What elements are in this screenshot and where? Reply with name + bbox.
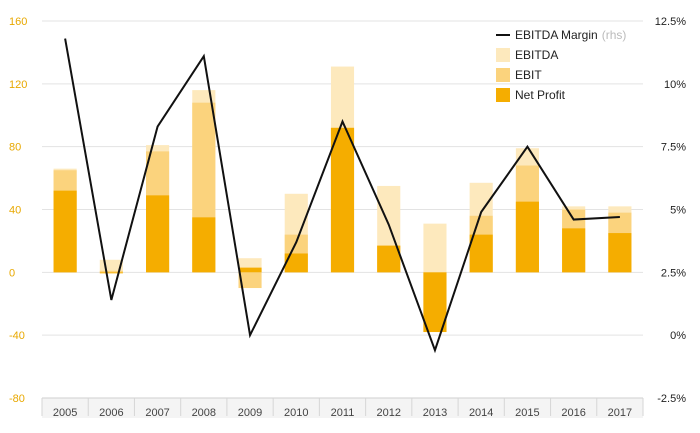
bar-net-profit: [377, 245, 401, 273]
bar-net-profit: [608, 233, 632, 273]
x-tick-label: 2010: [284, 407, 308, 419]
bar-net-profit: [53, 190, 77, 273]
bar-ebit: [238, 272, 262, 289]
y-tick-label: 0: [9, 267, 15, 279]
bar-ebitda: [423, 223, 447, 273]
y-tick-label: 40: [9, 205, 21, 217]
x-tick-label: 2009: [238, 407, 262, 419]
bars: [53, 66, 632, 333]
x-tick-label: 2011: [331, 407, 355, 419]
x-axis-band: [42, 398, 643, 418]
legend-swatch-net-profit: [496, 88, 510, 102]
y2-tick-label: -2.5%: [657, 393, 686, 405]
y2-tick-label: 5%: [670, 205, 686, 217]
bar-net-profit: [146, 195, 170, 273]
bar-net-profit: [284, 253, 308, 273]
legend: EBITDA Margin (rhs) EBITDA EBIT Net Profit: [496, 28, 626, 102]
y-tick-label: 80: [9, 142, 21, 154]
x-axis: 2005 2006 2007 2008 2009 2010 2011 2012 2013 2014…: [41, 397, 644, 419]
legend-suffix: (rhs): [602, 28, 627, 42]
line-ebitda-margin: [64, 38, 620, 354]
y-tick-label: 160: [9, 16, 27, 28]
y-axis-left: 160 120 80 40 0 -40 -80: [9, 16, 27, 405]
x-tick-label: 2012: [376, 407, 400, 419]
legend-swatch-ebit: [496, 68, 510, 82]
y2-tick-label: 2.5%: [661, 267, 686, 279]
margin-line: [64, 38, 620, 354]
bar-net-profit: [238, 267, 262, 273]
x-tick-label: 2005: [53, 407, 77, 419]
y2-tick-label: 0%: [670, 330, 686, 342]
y-tick-label: -40: [9, 330, 25, 342]
x-tick-label: 2007: [145, 407, 169, 419]
legend-label-ebit: EBIT: [515, 68, 542, 82]
x-tick-label: 2008: [192, 407, 216, 419]
y-axis-right: 12.5% 10% 7.5% 5% 2.5% 0% -2.5%: [655, 16, 686, 405]
x-tick-label: 2006: [99, 407, 123, 419]
legend-label-ebitda-margin: EBITDA Margin (rhs): [515, 28, 626, 42]
y2-tick-label: 10%: [664, 79, 686, 91]
y2-tick-label: 12.5%: [655, 16, 686, 28]
bar-ebit: [99, 270, 123, 273]
legend-label-net-profit: Net Profit: [515, 88, 566, 102]
bar-net-profit: [330, 127, 355, 273]
y2-tick-label: 7.5%: [661, 142, 686, 154]
x-tick-label: 2017: [608, 407, 632, 419]
y-tick-label: 120: [9, 79, 27, 91]
x-tick-label: 2015: [515, 407, 539, 419]
y-tick-label: -80: [9, 393, 25, 405]
bar-net-profit: [192, 217, 216, 273]
bar-net-profit: [562, 228, 586, 273]
bar-net-profit: [423, 272, 447, 333]
legend-swatch-ebitda: [496, 48, 510, 62]
bar-net-profit: [469, 234, 493, 273]
x-tick-label: 2013: [423, 407, 447, 419]
bar-net-profit: [515, 201, 539, 273]
x-tick-label: 2014: [469, 407, 493, 419]
legend-label-ebitda: EBITDA: [515, 48, 558, 62]
bar-net-profit: [99, 272, 123, 274]
x-tick-label: 2016: [561, 407, 585, 419]
